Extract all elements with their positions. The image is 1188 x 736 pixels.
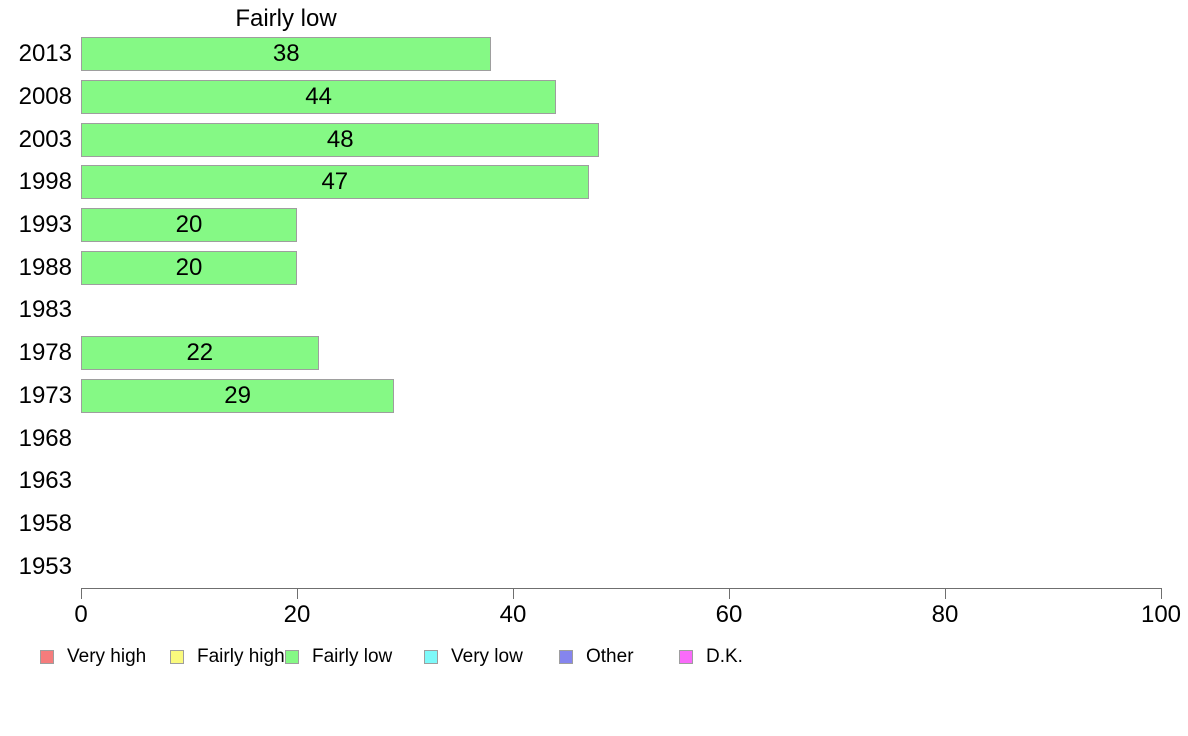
bar-value-label: 20 [175, 211, 203, 239]
y-axis-label: 1998 [18, 168, 72, 196]
y-axis-label: 1963 [18, 467, 72, 495]
bar: 20 [81, 250, 297, 285]
bar: 22 [81, 336, 319, 371]
bar: 44 [81, 80, 557, 115]
bar-value-label: 20 [175, 253, 203, 281]
bar-value-label: 22 [186, 339, 214, 367]
x-axis-tick [81, 588, 82, 599]
y-axis-label: 1968 [18, 424, 72, 452]
x-axis-tick-label: 20 [283, 601, 311, 628]
legend-item: Fairly low [285, 645, 393, 667]
x-axis-tick [945, 588, 946, 599]
x-axis-tick [297, 588, 298, 599]
legend-swatch [559, 649, 573, 664]
x-axis-tick [729, 588, 730, 599]
y-axis-label: 2013 [18, 40, 72, 68]
x-axis-tick [1161, 588, 1162, 599]
legend-label: D.K. [706, 645, 743, 667]
legend-label: Very low [451, 645, 523, 667]
x-axis-tick-label: 100 [1140, 601, 1182, 628]
y-axis-label: 2003 [18, 125, 72, 153]
x-axis-tick-label: 0 [74, 601, 88, 628]
legend-swatch [679, 649, 693, 664]
bar-value-label: 44 [305, 83, 332, 111]
legend-item: Fairly high [170, 645, 285, 667]
y-axis-label: 1953 [18, 552, 72, 580]
legend-swatch [40, 649, 54, 664]
bar-value-label: 38 [272, 40, 300, 68]
chart-title: Fairly low [235, 5, 337, 32]
bar-value-label: 48 [326, 125, 354, 153]
bar: 38 [81, 37, 492, 72]
legend-item: Other [559, 645, 634, 667]
legend-label: Other [586, 645, 634, 667]
x-axis-tick [513, 588, 514, 599]
x-axis-line [81, 588, 1161, 589]
legend: Very high Fairly high Fairly low Very low Ot… [0, 645, 1188, 667]
y-axis-label: 1993 [18, 211, 72, 239]
y-axis-label: 1988 [18, 253, 72, 281]
bar-value-label: 29 [224, 381, 251, 409]
bar: 29 [81, 378, 395, 413]
legend-label: Very high [67, 645, 147, 667]
y-axis-label: 1978 [18, 339, 72, 367]
legend-item: Very low [424, 645, 523, 667]
legend-swatch [285, 649, 299, 664]
y-axis-label: 1973 [18, 381, 72, 409]
legend-label: Fairly high [197, 645, 285, 667]
x-axis-tick-label: 60 [715, 601, 743, 628]
x-axis-tick-label: 40 [499, 601, 527, 628]
legend-label: Fairly low [312, 645, 393, 667]
legend-swatch [424, 649, 438, 664]
bar-value-label: 47 [321, 168, 349, 196]
y-axis-label: 1958 [18, 509, 72, 537]
legend-swatch [170, 649, 184, 664]
y-axis-label: 2008 [18, 83, 72, 111]
bar: 48 [81, 122, 600, 157]
legend-item: Very high [40, 645, 147, 667]
bar: 47 [81, 165, 589, 200]
y-axis-label: 1983 [18, 296, 72, 324]
x-axis-tick-label: 80 [931, 601, 959, 628]
bar: 20 [81, 208, 297, 243]
legend-item: D.K. [679, 645, 743, 667]
